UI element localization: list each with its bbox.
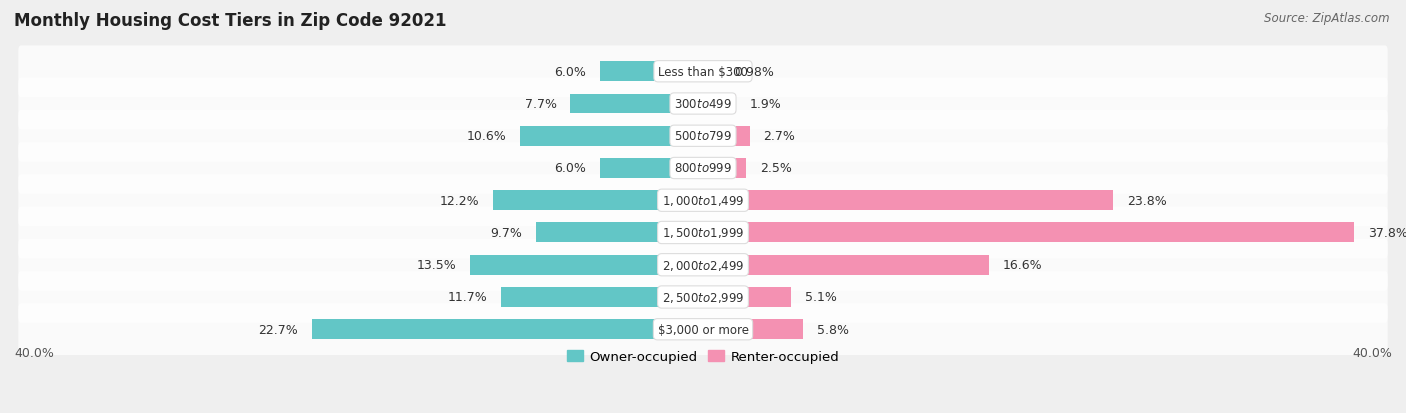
Text: Less than $300: Less than $300	[658, 66, 748, 78]
Text: 12.2%: 12.2%	[440, 194, 479, 207]
Bar	[703, 126, 749, 146]
Text: $800 to $999: $800 to $999	[673, 162, 733, 175]
Text: 23.8%: 23.8%	[1126, 194, 1167, 207]
Bar	[703, 320, 803, 339]
Text: $2,000 to $2,499: $2,000 to $2,499	[662, 258, 744, 272]
Text: 5.8%: 5.8%	[817, 323, 849, 336]
Bar	[703, 287, 790, 307]
Bar	[703, 94, 735, 114]
Text: Source: ZipAtlas.com: Source: ZipAtlas.com	[1264, 12, 1389, 25]
Bar	[471, 255, 703, 275]
Text: Monthly Housing Cost Tiers in Zip Code 92021: Monthly Housing Cost Tiers in Zip Code 9…	[14, 12, 447, 30]
FancyBboxPatch shape	[18, 271, 1388, 323]
Text: $300 to $499: $300 to $499	[673, 98, 733, 111]
FancyBboxPatch shape	[18, 46, 1388, 98]
FancyBboxPatch shape	[18, 78, 1388, 130]
Text: 2.7%: 2.7%	[763, 130, 796, 143]
Text: 40.0%: 40.0%	[14, 346, 53, 359]
Text: 0.98%: 0.98%	[734, 66, 773, 78]
Bar	[520, 126, 703, 146]
Bar	[502, 287, 703, 307]
FancyBboxPatch shape	[18, 304, 1388, 355]
Text: 6.0%: 6.0%	[554, 162, 586, 175]
Text: 40.0%: 40.0%	[1353, 346, 1392, 359]
FancyBboxPatch shape	[18, 207, 1388, 259]
Text: $3,000 or more: $3,000 or more	[658, 323, 748, 336]
Bar	[599, 159, 703, 178]
Legend: Owner-occupied, Renter-occupied: Owner-occupied, Renter-occupied	[561, 344, 845, 368]
FancyBboxPatch shape	[18, 143, 1388, 195]
Text: 1.9%: 1.9%	[749, 98, 782, 111]
Text: 5.1%: 5.1%	[804, 291, 837, 304]
Bar	[312, 320, 703, 339]
Bar	[571, 94, 703, 114]
Text: 16.6%: 16.6%	[1002, 259, 1042, 272]
Text: 13.5%: 13.5%	[418, 259, 457, 272]
Text: 9.7%: 9.7%	[491, 226, 522, 240]
FancyBboxPatch shape	[18, 175, 1388, 226]
FancyBboxPatch shape	[18, 240, 1388, 291]
Text: 37.8%: 37.8%	[1368, 226, 1406, 240]
Text: 7.7%: 7.7%	[524, 98, 557, 111]
Text: $1,500 to $1,999: $1,500 to $1,999	[662, 226, 744, 240]
Bar	[599, 62, 703, 82]
Bar	[494, 191, 703, 211]
Bar	[703, 255, 988, 275]
Bar	[536, 223, 703, 243]
Text: $2,500 to $2,999: $2,500 to $2,999	[662, 290, 744, 304]
Text: 2.5%: 2.5%	[759, 162, 792, 175]
Text: 10.6%: 10.6%	[467, 130, 506, 143]
Text: $1,000 to $1,499: $1,000 to $1,499	[662, 194, 744, 208]
Bar	[703, 191, 1114, 211]
Text: $500 to $799: $500 to $799	[673, 130, 733, 143]
Bar	[703, 62, 720, 82]
Text: 11.7%: 11.7%	[449, 291, 488, 304]
Text: 22.7%: 22.7%	[259, 323, 298, 336]
Text: 6.0%: 6.0%	[554, 66, 586, 78]
Bar	[703, 159, 747, 178]
Bar	[703, 223, 1354, 243]
FancyBboxPatch shape	[18, 111, 1388, 162]
